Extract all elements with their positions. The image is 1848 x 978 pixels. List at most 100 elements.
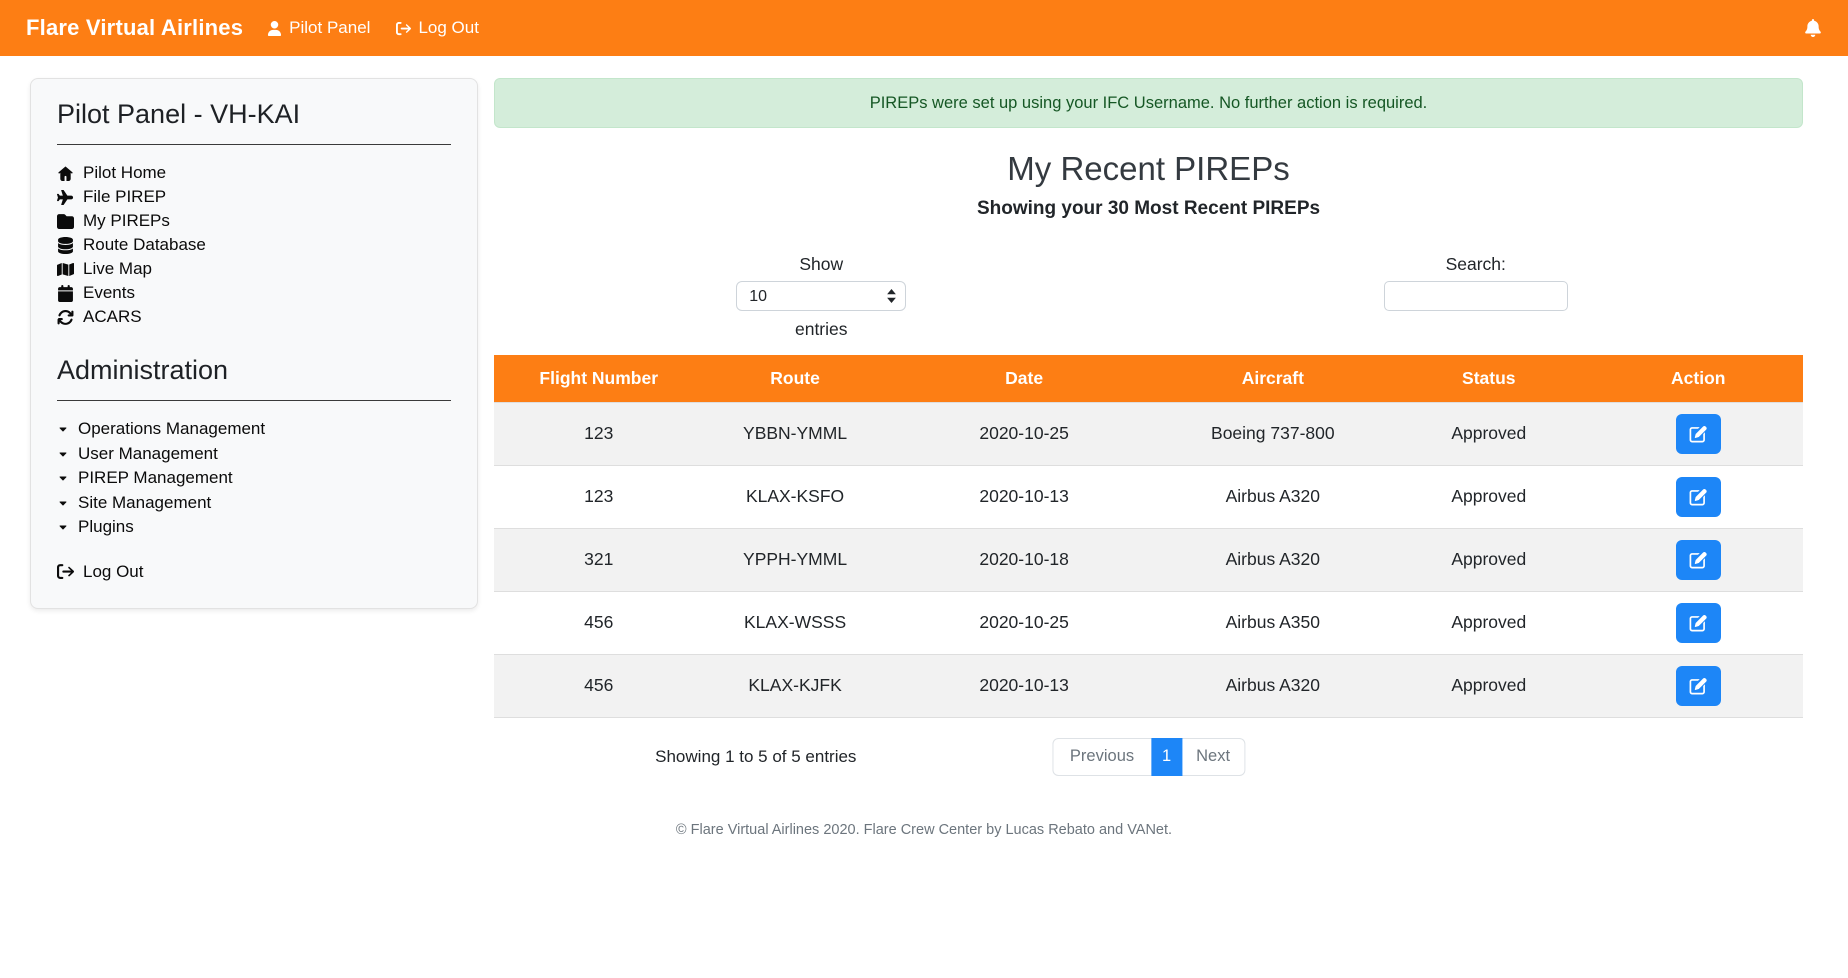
sidebar-divider [57,144,451,145]
sidebar-item-acars[interactable]: ACARS [57,305,451,329]
header-route: Route [703,355,887,402]
home-icon [58,165,73,181]
nav-log-out[interactable]: Log Out [396,18,479,38]
cell-aircraft: Airbus A350 [1161,590,1385,654]
pagination: Previous 1 Next [1051,737,1246,776]
site-footer-text: © Flare Virtual Airlines 2020. Flare Cre… [675,821,1173,838]
sidebar-item-route-database[interactable]: Route Database [57,233,451,257]
header-flight-number: Flight Number [494,355,704,402]
sidebar-item-user-management[interactable]: User Management [57,442,451,467]
cell-status: Approved [1384,653,1594,717]
edit-icon [1689,425,1707,442]
edit-pirep-button[interactable] [1675,413,1721,454]
pagination-next-button[interactable]: Next [1182,737,1246,776]
table-info: Showing 1 to 5 of 5 entries [655,746,857,766]
sidebar-item-pilot-home[interactable]: Pilot Home [57,161,451,185]
cell-action [1593,653,1803,717]
top-navbar: Flare Virtual Airlines Pilot Panel Log O… [0,0,1848,56]
logout-list: Log Out [57,560,451,584]
sidebar-title: Pilot Panel - VH-KAI [57,99,301,129]
brand[interactable]: Flare Virtual Airlines [26,15,244,40]
nav-pilot-panel[interactable]: Pilot Panel [267,18,370,38]
cell-status: Approved [1384,401,1594,465]
sidebar-item-pirep-management[interactable]: PIREP Management [57,466,451,491]
pireps-table-body: 123 YBBN-YMML 2020-10-25 Boeing 737-800 Appr… [494,401,1803,717]
cell-date: 2020-10-18 [886,527,1162,591]
cell-aircraft: Airbus A320 [1161,464,1385,528]
cell-action [1593,464,1803,528]
sidebar-item-label: Log Out [83,561,144,581]
sidebar-item-label: ACARS [83,307,142,326]
page-layout: Pilot Panel - VH-KAI Pilot Home File PIR… [30,78,1803,776]
sync-icon [57,309,74,325]
sidebar-item-label: Pilot Home [83,163,167,182]
edit-pirep-button[interactable] [1675,665,1721,706]
logout-icon [396,21,412,35]
pilot-nav-list: Pilot Home File PIREP My PIREPs Route Da… [57,161,451,329]
caret-down-icon [59,525,67,530]
edit-icon [1689,677,1707,694]
edit-pirep-button[interactable] [1675,602,1721,643]
table-row: 456 KLAX-KJFK 2020-10-13 Airbus A320 Approve… [494,653,1803,717]
show-label: Show [799,254,844,274]
cell-route: KLAX-WSSS [703,590,887,654]
cell-action [1593,401,1803,465]
search-input[interactable] [1383,281,1568,311]
administration-title: Administration [57,355,229,385]
main-content: PIREPs were set up using your IFC Userna… [494,78,1803,776]
database-icon [58,236,73,254]
table-row: 123 YBBN-YMML 2020-10-25 Boeing 737-800 Appr… [494,401,1803,465]
cell-route: KLAX-KSFO [703,464,887,528]
cell-action [1593,590,1803,654]
sidebar-item-label: Plugins [78,517,134,536]
caret-down-icon [59,476,67,481]
header-status: Status [1384,355,1594,402]
sidebar-item-site-management[interactable]: Site Management [57,491,451,516]
cell-aircraft: Airbus A320 [1161,653,1385,717]
sidebar-item-file-pirep[interactable]: File PIREP [57,185,451,209]
edit-pirep-button[interactable] [1675,539,1721,580]
edit-pirep-button[interactable] [1675,476,1721,517]
sidebar-item-label: Site Management [78,492,212,512]
page-title: My Recent PIREPs [1007,150,1290,187]
cell-flight-number: 321 [494,527,704,591]
user-icon [268,20,282,36]
caret-down-icon [59,501,67,506]
cell-status: Approved [1384,464,1594,528]
sidebar-item-plugins[interactable]: Plugins [57,515,451,540]
edit-icon [1689,614,1707,631]
cell-date: 2020-10-25 [886,590,1162,654]
sidebar-card: Pilot Panel - VH-KAI Pilot Home File PIR… [30,78,478,609]
cell-action [1593,527,1803,591]
folder-icon [57,213,74,229]
pireps-table-head: Flight Number Route Date Aircraft Status… [494,355,1803,402]
cell-flight-number: 456 [494,590,704,654]
cell-route: YPPH-YMML [703,527,887,591]
cell-flight-number: 123 [494,401,704,465]
cell-date: 2020-10-25 [886,401,1162,465]
sidebar-item-label: PIREP Management [78,468,233,487]
page-length-select[interactable]: 10 [736,281,907,311]
pagination-previous-button[interactable]: Previous [1051,737,1152,776]
sidebar-item-events[interactable]: Events [57,281,451,305]
cell-date: 2020-10-13 [886,653,1162,717]
cell-status: Approved [1384,590,1594,654]
page-subtitle: Showing your 30 Most Recent PIREPs [976,198,1321,219]
admin-nav-list: Operations Management User Management PI… [57,417,451,540]
notifications-bell-icon[interactable] [1804,19,1822,37]
pagination-page-1-button[interactable]: 1 [1151,737,1183,776]
page-length-control: Show 10 entries [494,254,1149,340]
caret-down-icon [59,427,67,432]
cell-aircraft: Airbus A320 [1161,527,1385,591]
sidebar-item-operations-management[interactable]: Operations Management [57,417,451,442]
table-row: 321 YPPH-YMML 2020-10-18 Airbus A320 Approve… [494,527,1803,591]
search-control: Search: [1149,254,1804,340]
sidebar-item-log-out[interactable]: Log Out [57,560,451,584]
sidebar-item-label: Live Map [83,259,152,278]
sidebar-item-my-pireps[interactable]: My PIREPs [57,209,451,233]
sidebar-item-live-map[interactable]: Live Map [57,257,451,281]
pireps-table: Flight Number Route Date Aircraft Status… [494,355,1803,718]
nav-log-out-label: Log Out [418,18,479,37]
cell-aircraft: Boeing 737-800 [1161,401,1385,465]
calendar-icon [58,284,73,302]
